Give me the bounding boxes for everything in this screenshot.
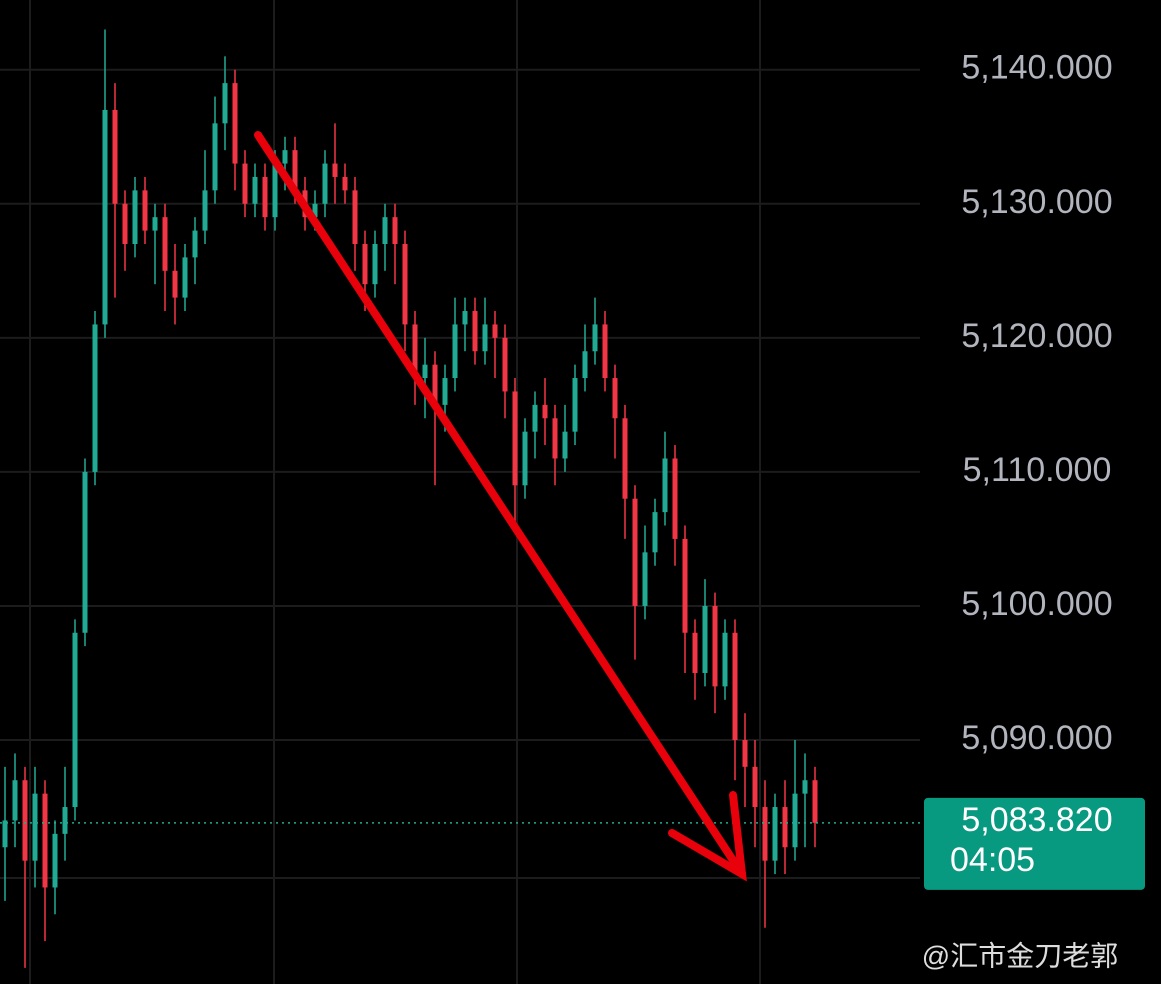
candle-body <box>372 243 378 285</box>
candle-body <box>432 364 438 405</box>
candle-body <box>792 793 798 848</box>
candle-body <box>82 471 88 633</box>
candle-body <box>582 351 588 379</box>
candle-body <box>702 605 708 673</box>
candle-body <box>572 378 578 432</box>
last-price-box <box>924 797 1145 890</box>
candle-body <box>112 109 118 204</box>
candle-body <box>742 740 748 767</box>
watermark: @汇市金刀老郭 <box>922 940 1118 971</box>
candle-body <box>252 176 258 204</box>
candle-body <box>562 431 568 459</box>
y-tick-label: 5,130.000 <box>961 183 1112 221</box>
candle-body <box>542 404 548 419</box>
countdown: 04:05 <box>950 841 1035 879</box>
candle-body <box>172 270 178 298</box>
candle-body <box>322 163 328 204</box>
candle-body <box>762 807 768 861</box>
candle-body <box>192 230 198 258</box>
candle-body <box>352 190 358 244</box>
candle-body <box>102 109 108 325</box>
candle-body <box>532 404 538 432</box>
candle-body <box>202 190 208 231</box>
candle-body <box>412 324 418 379</box>
arrow-shaft <box>254 131 746 878</box>
candle-body <box>222 83 228 124</box>
candle-body <box>12 780 18 821</box>
y-tick-label: 5,100.000 <box>961 585 1112 623</box>
candle-body <box>62 807 68 834</box>
candle-body <box>472 311 478 352</box>
candle-body <box>52 833 58 888</box>
candle-body <box>802 780 808 794</box>
candle-body <box>812 780 818 823</box>
candle-body <box>662 458 668 513</box>
candle-body <box>732 632 738 741</box>
y-tick-label: 5,110.000 <box>963 451 1112 489</box>
candle-body <box>632 498 638 606</box>
candle-body <box>312 203 318 218</box>
y-tick-label: 5,140.000 <box>961 49 1112 87</box>
candle-body <box>612 378 618 419</box>
candle-body <box>402 243 408 325</box>
candle-body <box>212 123 218 191</box>
candle-body <box>182 257 188 298</box>
candle-body <box>342 176 348 191</box>
candle-body <box>242 163 248 204</box>
candle-body <box>42 793 48 888</box>
candle-body <box>592 324 598 352</box>
candle-body <box>392 217 398 244</box>
candle-body <box>92 324 98 472</box>
candle-body <box>712 605 718 687</box>
candle-body <box>162 217 168 271</box>
candle-body <box>722 632 728 687</box>
candle-body <box>622 418 628 499</box>
candle-body <box>462 311 468 325</box>
candle-body <box>422 364 428 379</box>
candle-body <box>282 150 288 164</box>
candle-body <box>142 190 148 231</box>
candle-body <box>232 83 238 164</box>
candle-body <box>132 190 138 244</box>
candle-body <box>72 632 78 808</box>
candle-body <box>22 780 28 861</box>
candle-body <box>122 203 128 244</box>
candle-body <box>152 217 158 231</box>
candle-body <box>782 807 788 848</box>
candle-body <box>642 552 648 606</box>
candle-body <box>272 163 278 218</box>
candle-body <box>492 324 498 338</box>
candle-body <box>262 176 268 218</box>
candle-body <box>292 150 298 191</box>
candle-body <box>482 324 488 352</box>
last-price-label: 5,083.820 <box>961 801 1112 839</box>
candle-body <box>772 807 778 861</box>
candle-body <box>602 324 608 379</box>
candle-body <box>362 243 368 285</box>
arrow-head <box>668 791 747 882</box>
y-tick-label: 5,090.000 <box>961 719 1112 757</box>
candle-body <box>382 217 388 244</box>
candle-body <box>32 793 38 861</box>
candle-body <box>652 512 658 553</box>
candle-body <box>512 391 518 486</box>
candle-body <box>682 538 688 633</box>
candle-body <box>2 820 8 848</box>
y-tick-label: 5,120.000 <box>961 317 1112 355</box>
candle-body <box>552 418 558 459</box>
candle-body <box>332 163 338 177</box>
candle-body <box>452 324 458 379</box>
candle-body <box>522 431 528 486</box>
candle-body <box>442 378 448 405</box>
candle-body <box>752 766 758 808</box>
candle-body <box>502 337 508 392</box>
trend-arrow <box>254 131 747 882</box>
candle-body <box>672 458 678 539</box>
candle-body <box>692 632 698 673</box>
